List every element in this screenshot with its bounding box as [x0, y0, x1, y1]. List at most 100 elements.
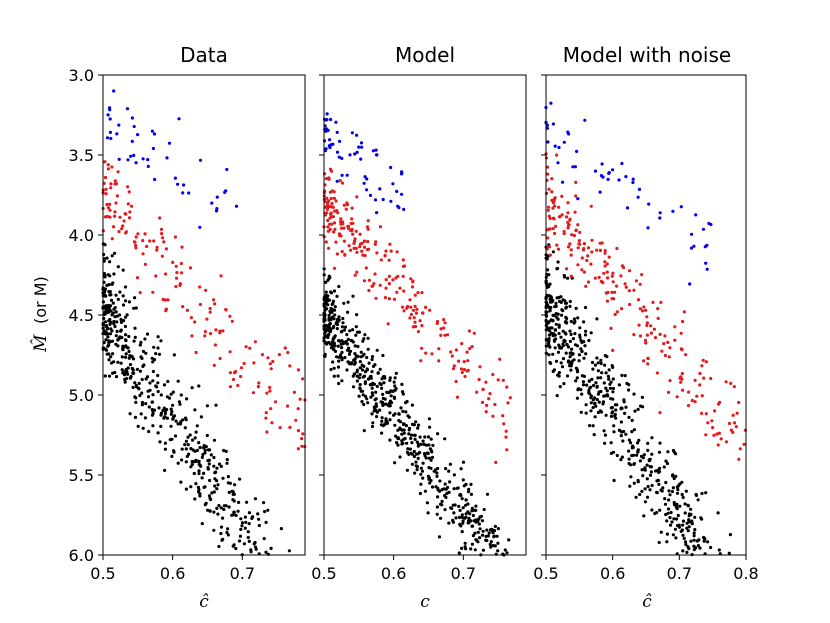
- scatter-point-red: [401, 274, 405, 278]
- scatter-point-black: [106, 335, 110, 339]
- scatter-point-black: [366, 336, 370, 340]
- scatter-point-black: [327, 274, 331, 278]
- scatter-point-black: [370, 370, 374, 374]
- scatter-point-red: [641, 309, 645, 313]
- scatter-point-black: [447, 469, 451, 473]
- scatter-point-red: [365, 247, 370, 252]
- scatter-point-red: [679, 347, 684, 351]
- scatter-point-black: [341, 316, 345, 321]
- scatter-point-black: [627, 383, 631, 387]
- scatter-point-blue: [181, 191, 185, 195]
- scatter-point-black: [124, 333, 128, 337]
- scatter-point-black: [364, 370, 368, 374]
- scatter-point-black: [335, 322, 339, 327]
- scatter-point-red: [326, 229, 330, 233]
- y-axis-label-suffix: (or M): [31, 276, 50, 324]
- scatter-point-black: [147, 405, 151, 409]
- scatter-point-blue: [136, 133, 140, 137]
- scatter-point-black: [551, 369, 555, 373]
- scatter-point-black: [342, 301, 346, 305]
- scatter-point-red: [451, 367, 456, 371]
- scatter-point-red: [577, 239, 582, 243]
- scatter-point-blue: [561, 180, 565, 184]
- scatter-point-red: [253, 340, 257, 344]
- scatter-point-black: [156, 389, 160, 394]
- scatter-point-red: [607, 255, 611, 259]
- scatter-point-red: [597, 275, 601, 279]
- scatter-point-black: [562, 382, 566, 386]
- scatter-point-black: [642, 514, 646, 518]
- scatter-point-red: [421, 311, 425, 315]
- scatter-point-black: [388, 411, 392, 415]
- scatter-point-black: [422, 442, 426, 446]
- scatter-point-red: [362, 279, 366, 283]
- scatter-point-blue: [381, 197, 385, 202]
- scatter-point-red: [687, 390, 691, 394]
- scatter-point-red: [634, 279, 639, 283]
- scatter-point-black: [116, 360, 120, 364]
- scatter-point-black: [333, 305, 337, 309]
- scatter-point-black: [624, 432, 628, 436]
- scatter-point-red: [349, 221, 353, 226]
- scatter-point-black: [109, 355, 113, 359]
- scatter-point-black: [162, 383, 167, 387]
- scatter-point-blue: [606, 177, 610, 181]
- scatter-point-black: [464, 547, 468, 551]
- scatter-point-black: [372, 382, 376, 386]
- scatter-point-black: [435, 512, 439, 516]
- scatter-point-black: [410, 462, 414, 466]
- scatter-point-black: [121, 303, 126, 307]
- scatter-point-red: [351, 232, 355, 236]
- scatter-point-black: [684, 489, 688, 493]
- plot-frame-model: [323, 74, 527, 556]
- scatter-point-red: [566, 201, 570, 205]
- scatter-point-red: [329, 215, 334, 219]
- scatter-point-red: [702, 376, 706, 380]
- scatter-point-black: [575, 370, 580, 374]
- scatter-point-black: [620, 406, 624, 410]
- scatter-point-black: [208, 478, 212, 483]
- scatter-point-blue: [325, 118, 329, 122]
- scatter-point-red: [324, 240, 328, 244]
- scatter-point-black: [349, 338, 353, 343]
- scatter-point-black: [418, 435, 422, 439]
- scatter-point-red: [454, 379, 458, 384]
- scatter-point-black: [655, 479, 659, 483]
- scatter-point-black: [169, 407, 173, 411]
- scatter-point-black: [575, 396, 580, 400]
- scatter-point-red: [668, 379, 672, 383]
- scatter-point-black: [612, 430, 616, 434]
- scatter-point-black: [114, 293, 118, 297]
- scatter-point-black: [396, 428, 400, 432]
- scatter-point-black: [107, 374, 112, 378]
- scatter-point-red: [409, 305, 413, 309]
- scatter-point-black: [353, 361, 357, 365]
- scatter-point-black: [557, 331, 561, 336]
- scatter-point-black: [172, 353, 176, 357]
- scatter-point-red: [252, 361, 256, 365]
- scatter-point-red: [203, 334, 207, 338]
- scatter-point-black: [130, 354, 134, 358]
- scatter-point-black: [561, 342, 565, 346]
- scatter-point-black: [189, 465, 193, 469]
- scatter-point-black: [104, 348, 109, 352]
- scatter-point-red: [487, 397, 491, 401]
- scatter-point-black: [197, 441, 201, 445]
- scatter-point-black: [106, 273, 110, 277]
- scatter-point-black: [185, 454, 189, 458]
- scatter-point-black: [358, 386, 362, 390]
- scatter-point-blue: [658, 216, 662, 220]
- scatter-point-black: [604, 371, 608, 375]
- scatter-point-black: [119, 336, 123, 340]
- scatter-point-red: [120, 227, 124, 231]
- scatter-point-black: [111, 352, 115, 356]
- scatter-point-black: [140, 391, 144, 395]
- scatter-point-black: [205, 404, 209, 408]
- scatter-point-black: [470, 509, 474, 513]
- scatter-point-black: [356, 344, 360, 349]
- scatter-point-red: [164, 272, 168, 276]
- scatter-point-black: [336, 365, 341, 369]
- scatter-point-red: [375, 251, 379, 255]
- scatter-point-red: [646, 356, 650, 361]
- scatter-point-red: [568, 218, 572, 222]
